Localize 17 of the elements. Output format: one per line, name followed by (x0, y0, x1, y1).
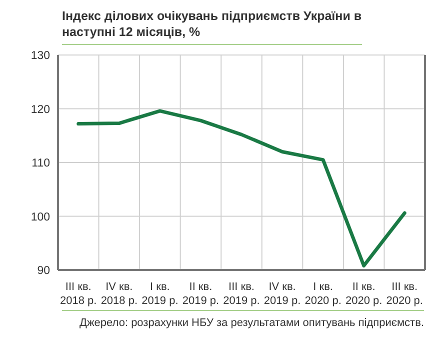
chart-title: Індекс ділових очікувань підприємств України в наступні 12 місяців, % (62, 8, 362, 45)
y-tick-label: 130 (30, 50, 50, 62)
x-tick-label: III кв. 2018 р. (60, 281, 97, 307)
line-series (76, 109, 406, 268)
x-tick-label: II кв. 2019 р. (182, 281, 220, 307)
x-tick-label: III кв. 2020 р. (386, 281, 423, 307)
x-tick-label: III кв. 2019 р. (223, 281, 260, 307)
x-tick-label: I кв. 2019 р. (142, 281, 178, 307)
y-tick-label: 90 (37, 265, 50, 278)
x-tick-label: IV кв. 2018 р. (100, 281, 138, 307)
text: Джерело: розрахунки НБУ за результатами опитувань підприємств. (78, 317, 424, 329)
x-tick-label: IV кв. 2019 р. (264, 281, 301, 307)
x-tick-label: II кв. 2020 р. (345, 281, 382, 307)
y-tick-label: 110 (32, 158, 50, 170)
x-tick-label: I кв. 2020 р. (304, 281, 342, 307)
y-tick-label: 100 (30, 211, 50, 224)
y-tick-label: 120 (30, 104, 50, 116)
